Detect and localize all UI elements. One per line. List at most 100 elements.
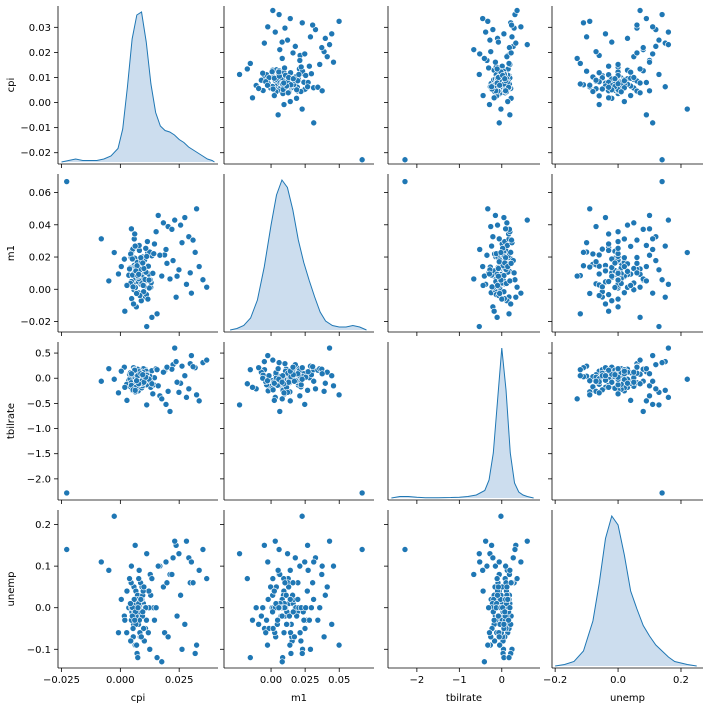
y-tick-label: −2.0 [27,474,51,485]
scatter-point [171,216,179,224]
panel-m1-vs-unemp [548,174,703,336]
scatter-point [580,249,587,256]
scatter-point [486,101,493,108]
scatter-point [636,7,644,14]
scatter-point [624,221,631,229]
scatter-point [278,612,286,620]
scatter-point [636,380,644,388]
scatter-point [630,368,638,376]
scatter-point [505,654,513,661]
scatter-point [335,17,343,25]
scatter-point [117,263,125,270]
scatter-point [592,48,600,55]
scatter-point [507,579,515,587]
scatter-point [665,28,672,36]
panel-tbilrate-vs-m1 [220,342,374,504]
scatter-point [166,275,174,283]
scatter-point [255,621,262,628]
scatter-point [309,21,316,29]
scatter-point [580,19,587,27]
scatter-point [487,48,495,55]
scatter-point [649,246,656,253]
scatter-point [133,377,140,385]
scatter-point [649,401,656,408]
scatter-point [479,263,486,270]
scatter-point [652,43,660,50]
scatter-point [573,55,581,62]
scatter-point [633,269,641,277]
scatter-point [633,254,641,261]
scatter-point [636,65,644,73]
scatter-point [605,291,612,298]
scatter-point [493,575,501,582]
scatter-point [401,546,409,553]
scatter-point [148,575,156,582]
scatter-point [289,608,297,616]
scatter-point [291,633,298,641]
scatter-point [297,63,305,71]
scatter-point [643,365,650,372]
scatter-point [249,383,256,391]
panel-unemp-vs-tbilrate: −2 −1 0 [384,510,540,686]
scatter-point [145,587,153,595]
scatter-point [630,378,638,386]
scatter-point [602,214,609,221]
scatter-point [154,382,162,390]
scatter-point [583,239,590,246]
scatter-point [573,272,581,280]
scatter-point [661,242,669,250]
x-tick-label: 0.025 [291,675,320,686]
scatter-point [608,264,616,271]
scatter-point [621,254,628,261]
panel-cpi-vs-m1 [220,6,374,168]
scatter-point [573,395,581,403]
scatter-point [608,297,616,305]
scatter-point [302,72,309,79]
scatter-point [633,21,641,29]
scatter-point [661,83,669,91]
scatter-point [511,546,519,553]
scatter-point [586,290,594,297]
x-tick-label: −2 [409,675,424,686]
scatter-point [502,254,509,261]
scatter-point [497,105,505,113]
scatter-point [178,239,186,246]
scatter-point [156,251,164,259]
x-tick-label: 0.05 [328,675,350,686]
scatter-point [328,372,336,380]
scatter-point [269,356,277,364]
scatter-point [482,537,489,545]
scatter-point [608,38,616,46]
scatter-point [595,251,603,259]
scatter-point [276,408,284,415]
scatter-point [481,658,488,666]
scatter-point [175,389,183,396]
scatter-point [131,387,139,394]
scatter-point [309,579,316,587]
scatter-point [158,272,166,280]
scatter-point [97,377,105,385]
scatter-point [479,92,487,99]
scatter-point [636,89,644,97]
scatter-point [658,178,666,185]
scatter-point [296,392,304,400]
scatter-point [504,596,512,603]
scatter-point [643,242,650,249]
scatter-point [269,625,277,632]
scatter-point [358,489,366,497]
scatter-point [592,76,600,84]
scatter-point [505,310,513,318]
scatter-point [614,61,622,68]
x-tick-label: −0.2 [543,675,567,686]
scatter-point [298,375,306,383]
scatter-point [513,283,521,291]
scatter-point [605,230,612,238]
scatter-point [115,389,122,397]
scatter-point [314,83,322,91]
scatter-point [181,214,189,221]
y-tick-label: 0.00 [29,285,51,296]
scatter-point [249,94,256,102]
scatter-point [614,245,622,252]
scatter-point [494,591,501,599]
scatter-point [602,300,609,308]
